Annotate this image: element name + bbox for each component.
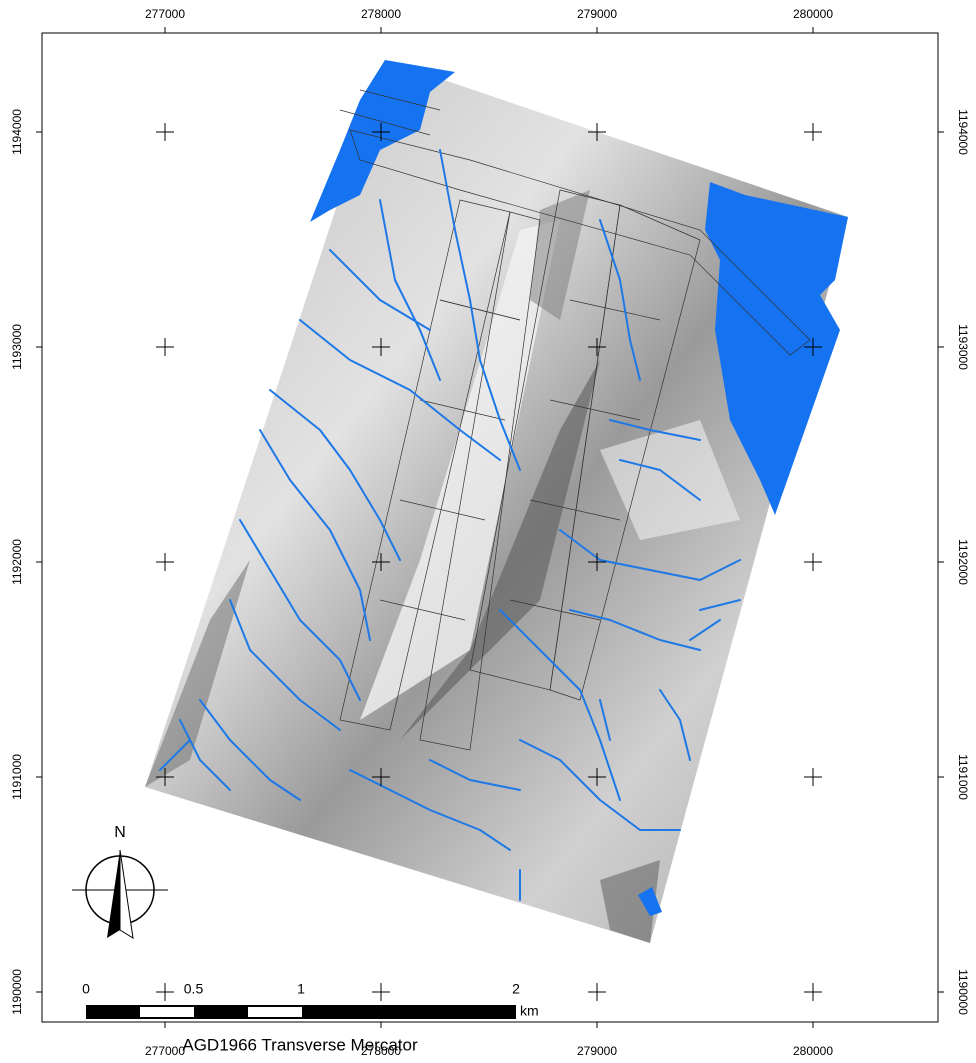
- y-tick-label: 1191000: [10, 754, 24, 800]
- y-tick-label: 1191000: [956, 754, 970, 800]
- y-tick-label: 1192000: [956, 539, 970, 585]
- x-tick-label: 278000: [361, 7, 401, 21]
- scale-label: 1: [297, 981, 305, 997]
- north-label: N: [114, 824, 126, 841]
- y-tick-label: 1193000: [10, 324, 24, 370]
- x-tick-label: 278000: [361, 1044, 401, 1058]
- x-tick-label: 280000: [793, 7, 833, 21]
- y-tick-label: 1193000: [956, 324, 970, 370]
- map: N km 00.512 AGD1966 Transverse Mercator …: [0, 0, 976, 1063]
- y-tick-label: 1194000: [956, 109, 970, 155]
- scale-label: 0.5: [184, 981, 204, 997]
- y-tick-label: 1190000: [956, 969, 970, 1015]
- x-tick-label: 280000: [793, 1044, 833, 1058]
- scale-label: 2: [512, 981, 520, 997]
- scale-label: 0: [82, 981, 90, 997]
- y-tick-label: 1194000: [10, 109, 24, 155]
- y-tick-label: 1192000: [10, 539, 24, 585]
- x-tick-label: 279000: [577, 7, 617, 21]
- x-tick-label: 279000: [577, 1044, 617, 1058]
- scale-unit: km: [520, 1003, 539, 1019]
- y-tick-label: 1190000: [10, 969, 24, 1015]
- x-tick-label: 277000: [145, 7, 185, 21]
- x-tick-label: 277000: [145, 1044, 185, 1058]
